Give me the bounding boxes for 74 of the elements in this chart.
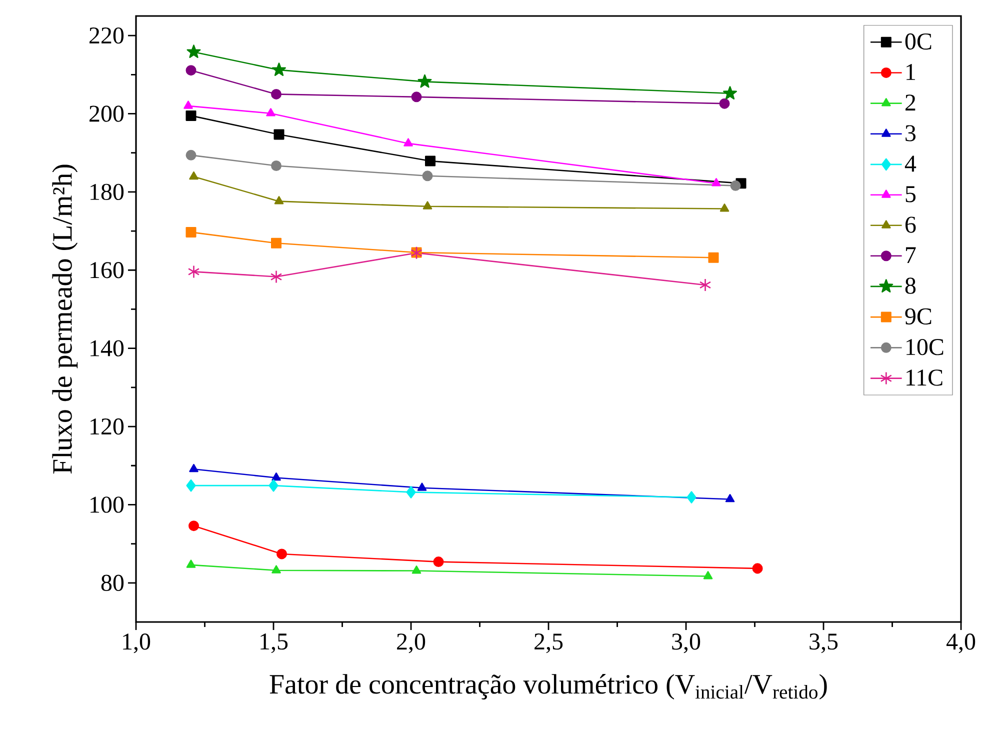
point <box>268 479 278 492</box>
y-axis-title: Fluxo de permeado (L/m²h) <box>52 164 78 474</box>
point <box>730 180 741 191</box>
point <box>433 556 444 568</box>
point <box>274 129 284 140</box>
x-tick-label: 1,5 <box>260 634 288 654</box>
y-tick-label: 120 <box>90 418 124 435</box>
legend-label: 11C <box>906 370 942 386</box>
point <box>723 86 737 100</box>
point <box>272 62 286 76</box>
point <box>752 563 763 574</box>
point <box>719 98 730 109</box>
legend-label: 1 <box>906 64 916 80</box>
point <box>422 201 432 210</box>
point <box>184 100 193 109</box>
y-tick-label: 180 <box>90 184 124 200</box>
point <box>725 494 735 502</box>
point <box>188 520 199 532</box>
y-tick-label: 160 <box>90 262 124 278</box>
point <box>270 270 282 284</box>
point <box>703 571 713 580</box>
point <box>418 74 432 88</box>
legend-label: 3 <box>906 125 916 142</box>
x-tick-label: 2,5 <box>534 634 563 654</box>
point <box>708 252 719 263</box>
point <box>189 171 198 180</box>
legend-label: 6 <box>905 216 916 233</box>
legend-label: 8 <box>905 278 916 294</box>
point <box>271 160 282 171</box>
point <box>412 566 422 574</box>
y-tick-label: 200 <box>90 106 124 122</box>
x-tick-label: 3,0 <box>672 634 700 654</box>
x-tick-label: 2,0 <box>397 634 426 654</box>
x-tick-label: 4,0 <box>946 634 976 654</box>
point <box>188 265 200 278</box>
point <box>417 482 427 491</box>
y-tick-label: 140 <box>90 340 124 356</box>
y-tick-label: 80 <box>101 574 124 591</box>
legend-label: 4 <box>904 156 916 172</box>
point <box>266 108 276 116</box>
point <box>186 479 196 492</box>
legend-label: 2 <box>906 94 916 110</box>
point <box>712 178 721 186</box>
point <box>186 226 196 238</box>
legend-label: 9C <box>905 308 932 324</box>
point <box>276 548 287 560</box>
x-axis-title: Fator de concentração volumétrico (V$_{inicial}$/V$_{retido}$) <box>270 674 827 700</box>
point <box>686 491 696 504</box>
point <box>186 65 196 76</box>
point <box>186 110 196 121</box>
point <box>404 138 413 146</box>
legend-label: 0C <box>905 33 932 50</box>
point <box>271 238 282 248</box>
point <box>425 156 436 166</box>
y-tick-label: 100 <box>90 496 124 513</box>
point <box>699 278 712 292</box>
point <box>186 560 196 568</box>
point <box>272 565 281 574</box>
legend-label: 10C <box>906 338 944 356</box>
y-tick-label: 220 <box>90 27 124 44</box>
point <box>186 150 196 160</box>
x-tick-label: 1,0 <box>123 634 150 654</box>
point <box>422 170 433 182</box>
x-tick-label: 3,5 <box>810 634 838 654</box>
point <box>186 44 201 58</box>
point <box>189 464 198 472</box>
legend-label: 5 <box>906 186 916 202</box>
point <box>411 92 422 102</box>
point <box>272 472 281 481</box>
point <box>720 203 730 212</box>
point <box>406 486 416 498</box>
point <box>274 196 284 204</box>
legend-label: 7 <box>906 247 916 263</box>
point <box>271 88 282 100</box>
